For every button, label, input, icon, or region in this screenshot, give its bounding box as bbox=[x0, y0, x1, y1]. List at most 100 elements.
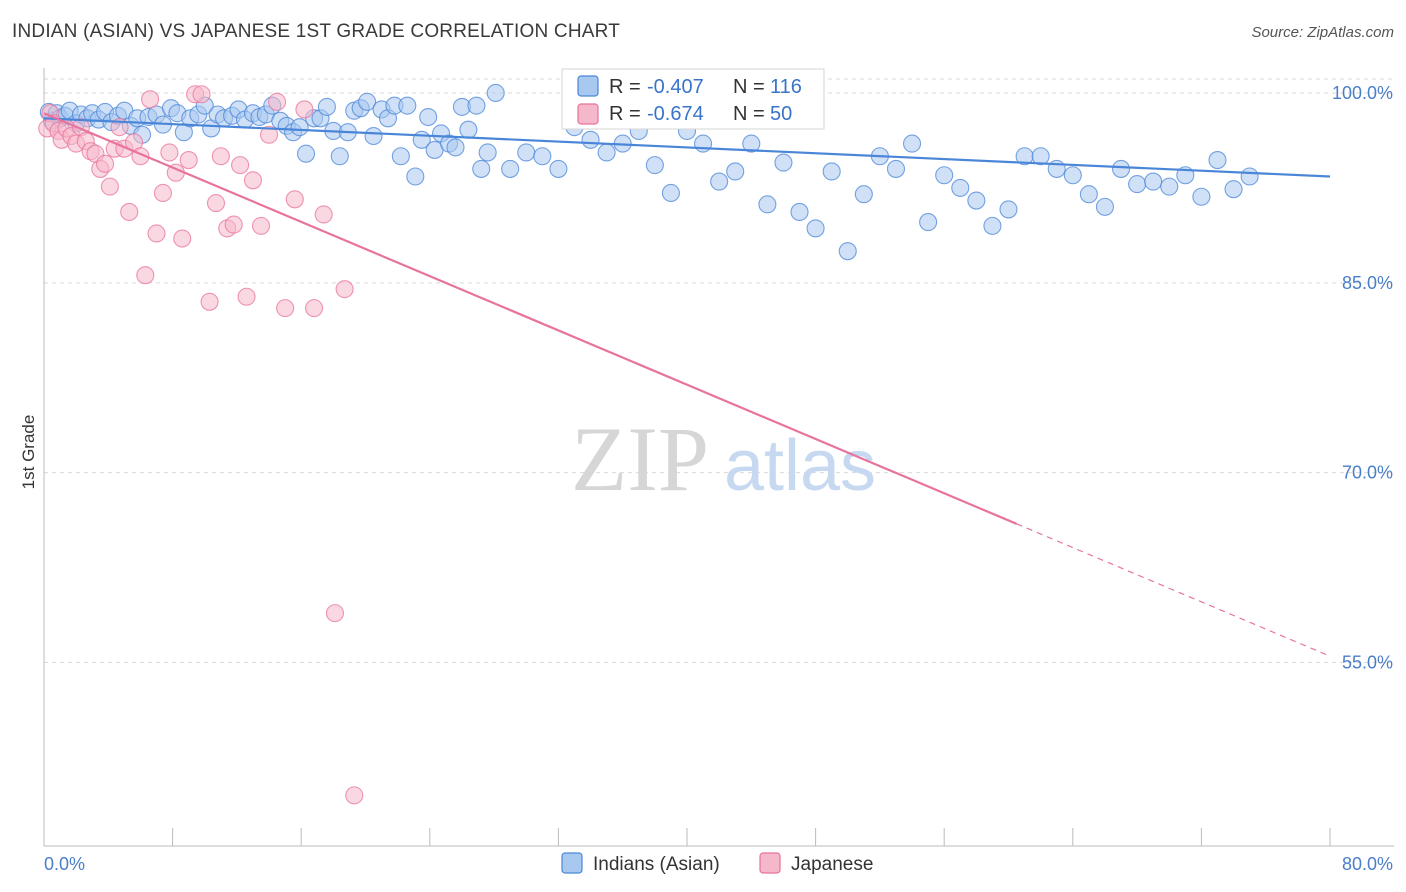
indians-asian-point bbox=[330, 147, 349, 166]
indians-asian-point bbox=[317, 97, 336, 116]
indians-asian-point bbox=[1095, 197, 1114, 216]
y-tick-label: 85.0% bbox=[1342, 273, 1393, 293]
indians-asian-point bbox=[951, 178, 970, 197]
indians-asian-point bbox=[1208, 151, 1227, 170]
x-tick-label: 0.0% bbox=[44, 854, 85, 874]
japanese-point bbox=[231, 156, 250, 175]
japanese-point bbox=[251, 216, 271, 235]
japanese-point bbox=[192, 85, 211, 104]
stats-swatch-blue bbox=[577, 75, 599, 97]
indians-asian-point bbox=[446, 138, 465, 157]
indians-asian-point bbox=[1160, 177, 1179, 196]
stats-r-label-blue: R = bbox=[609, 76, 641, 98]
indians-asian-point bbox=[296, 144, 316, 163]
stats-n-value-blue: 116 bbox=[770, 76, 802, 98]
indians-asian-point bbox=[967, 191, 986, 210]
stats-r-label-pink: R = bbox=[609, 103, 641, 125]
indians-asian-point bbox=[645, 156, 664, 175]
axes bbox=[43, 68, 1394, 847]
watermark-atlas: atlas bbox=[724, 426, 876, 506]
japanese-point bbox=[206, 194, 226, 213]
indians-asian-point bbox=[854, 185, 873, 204]
japanese-point bbox=[237, 287, 256, 306]
indians-asian-point bbox=[581, 130, 600, 149]
indians-asian-point bbox=[486, 83, 505, 103]
chart-title: INDIAN (ASIAN) VS JAPANESE 1ST GRADE COR… bbox=[12, 21, 621, 42]
indians-asian-point bbox=[1079, 185, 1098, 204]
japanese-point bbox=[160, 143, 179, 162]
indians-asian-point bbox=[999, 200, 1018, 219]
indians-asian-point bbox=[774, 153, 793, 172]
indians-asian-point bbox=[902, 134, 922, 153]
trend-line-japanese-projection bbox=[1016, 523, 1331, 657]
indians-asian-point bbox=[726, 162, 745, 181]
indians-asian-point bbox=[742, 134, 761, 153]
trend-line-indians bbox=[43, 117, 1331, 178]
japanese-point bbox=[314, 205, 333, 224]
watermark-zip: ZIP bbox=[571, 408, 709, 510]
japanese-point bbox=[243, 171, 263, 190]
y-tick-label: 100.0% bbox=[1332, 83, 1393, 103]
japanese-point bbox=[325, 604, 345, 623]
indians-asian-point bbox=[549, 159, 568, 178]
indians-asian-point bbox=[1031, 147, 1050, 166]
indians-asian-point bbox=[391, 147, 410, 166]
trend-lines bbox=[43, 112, 1331, 657]
legend: Indians (Asian) Japanese bbox=[561, 852, 873, 875]
indians-asian-point bbox=[806, 219, 825, 238]
indians-asian-point bbox=[790, 202, 809, 221]
indians-asian-point bbox=[358, 92, 377, 111]
japanese-point bbox=[136, 266, 155, 285]
japanese-point bbox=[179, 151, 198, 170]
trend-line-japanese bbox=[43, 112, 1017, 525]
legend-label-indians: Indians (Asian) bbox=[593, 854, 720, 875]
indians-asian-point bbox=[1192, 187, 1211, 206]
x-tick-label: 80.0% bbox=[1342, 854, 1393, 874]
japanese-point bbox=[120, 202, 139, 221]
stats-r-value-blue: -0.407 bbox=[647, 76, 704, 98]
indians-asian-point bbox=[533, 147, 552, 166]
japanese-point bbox=[259, 125, 279, 144]
japanese-point bbox=[100, 177, 119, 196]
indians-asian-point bbox=[501, 159, 520, 178]
indians-asian-point bbox=[597, 143, 616, 162]
stats-n-value-pink: 50 bbox=[770, 103, 792, 125]
indians-asian-point bbox=[478, 143, 497, 162]
japanese-point bbox=[211, 147, 230, 166]
japanese-point bbox=[141, 90, 160, 109]
stats-box: R = -0.407 N = 116 R = -0.674 N = 50 bbox=[561, 68, 825, 130]
indians-asian-point bbox=[472, 159, 491, 178]
y-tick-label: 70.0% bbox=[1342, 463, 1393, 483]
indians-asian-point bbox=[467, 96, 486, 115]
japanese-point bbox=[96, 154, 115, 173]
indians-asian-point bbox=[838, 242, 857, 261]
indians-asian-point bbox=[398, 96, 417, 115]
watermark: ZIP atlas bbox=[571, 408, 876, 510]
indians-asian-point bbox=[290, 118, 309, 137]
legend-label-japanese: Japanese bbox=[791, 854, 873, 875]
x-tick-labels: 0.0% 80.0% bbox=[44, 854, 1393, 874]
japanese-points bbox=[38, 85, 364, 805]
indians-asian-point bbox=[419, 107, 438, 127]
indians-asian-point bbox=[919, 213, 938, 232]
source-credit: Source: ZipAtlas.com bbox=[1251, 24, 1394, 41]
japanese-point bbox=[335, 280, 354, 299]
indians-asian-point bbox=[694, 134, 713, 153]
stats-n-label-pink: N = bbox=[733, 103, 765, 125]
y-axis-title: 1st Grade bbox=[19, 415, 38, 490]
indians-asian-point bbox=[1128, 175, 1147, 194]
indians-asian-point bbox=[935, 166, 954, 185]
y-tick-labels: 100.0% 85.0% 70.0% 55.0% bbox=[1332, 83, 1393, 673]
japanese-point bbox=[295, 100, 314, 119]
stats-swatch-pink bbox=[577, 103, 599, 125]
japanese-point bbox=[285, 190, 304, 209]
indians-asian-point bbox=[710, 172, 729, 191]
indians-asian-point bbox=[406, 167, 425, 186]
indians-asian-point bbox=[1144, 172, 1163, 191]
indians-asian-point bbox=[1063, 166, 1082, 185]
japanese-point bbox=[224, 215, 243, 234]
stats-n-label-blue: N = bbox=[733, 76, 765, 98]
y-tick-label: 55.0% bbox=[1342, 652, 1393, 672]
indians-asian-point bbox=[886, 159, 906, 178]
indians-asian-point bbox=[1240, 167, 1259, 186]
